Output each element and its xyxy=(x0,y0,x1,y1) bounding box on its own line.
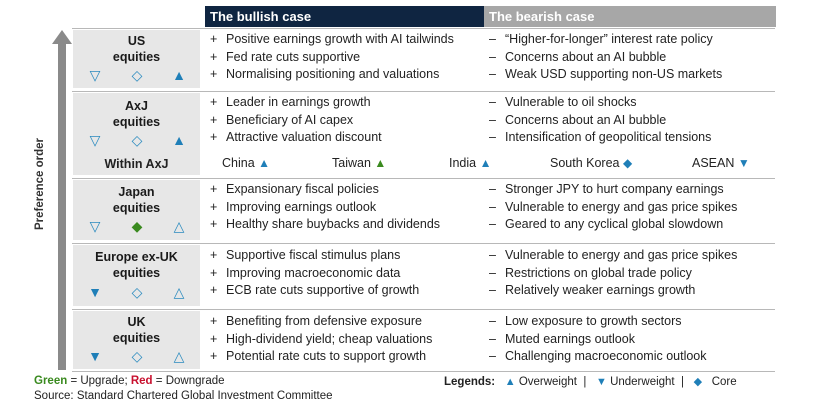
list-item: – Relatively weaker earnings growth xyxy=(489,283,696,297)
overweight-filled-icon: ▲ xyxy=(172,67,186,83)
bull-points-uk: + Benefiting from defensive exposure + Hig… xyxy=(210,313,432,366)
upgrade-downgrade-key: Green = Upgrade; Red = Downgrade xyxy=(34,375,225,387)
bear-points-uk: – Low exposure to growth sectors – Muted e… xyxy=(489,313,707,366)
bull-points-us: + Positive earnings growth with AI tailwi… xyxy=(210,31,454,84)
preference-arrow-shaft xyxy=(58,40,66,370)
list-item: + Expansionary fiscal policies xyxy=(210,182,379,196)
core-outline-icon: ◇ xyxy=(131,67,143,83)
within-axj-label: Within AxJ xyxy=(73,157,200,171)
bull-points-japan: + Expansionary fiscal policies + Improving… xyxy=(210,181,440,234)
core-outline-icon: ◇ xyxy=(131,132,143,148)
list-item: + Improving macroeconomic data xyxy=(210,265,401,280)
bullish-header: The bullish case xyxy=(205,6,484,27)
market-south-korea: South Korea ◆ xyxy=(550,156,633,170)
underweight-filled-icon: ▼ xyxy=(88,348,102,364)
bear-points-us: – “Higher-for-longer” interest rate polic… xyxy=(489,31,722,84)
list-item: + Beneficiary of AI capex xyxy=(210,112,354,127)
row-divider xyxy=(72,178,775,179)
overweight-outline-icon: △ xyxy=(173,348,185,364)
source-note: Source: Standard Chartered Global Invest… xyxy=(34,390,333,402)
list-item: + Attractive valuation discount xyxy=(210,130,382,144)
asset-name: Europe ex-UK equities xyxy=(95,250,178,280)
underweight-filled-icon: ▼ xyxy=(88,284,102,300)
green-key: Green xyxy=(34,375,68,387)
row-divider xyxy=(72,243,775,244)
list-item: – Geared to any cyclical global slowdown xyxy=(489,217,724,231)
core-icon: ◆ xyxy=(693,376,703,388)
market-china: China ▲ xyxy=(222,156,271,170)
list-item: – Vulnerable to energy and gas price spik… xyxy=(489,248,738,262)
asset-box-uk: UK equities ▼ ◇ △ xyxy=(73,311,200,369)
list-item: – Vulnerable to oil shocks xyxy=(489,95,637,109)
core-upgrade-icon: ◆ xyxy=(131,218,143,234)
row-divider xyxy=(72,309,775,310)
upgrade-overweight-icon: ▲ xyxy=(374,156,387,170)
bear-points-japan: – Stronger JPY to hurt company earnings –… xyxy=(489,181,737,234)
red-key: Red xyxy=(130,375,153,387)
list-item: – “Higher-for-longer” interest rate polic… xyxy=(489,32,713,46)
asset-name: AxJ equities xyxy=(112,99,161,129)
list-item: + Leader in earnings growth xyxy=(210,95,371,109)
list-item: + Fed rate cuts supportive xyxy=(210,49,361,64)
core-outline-icon: ◇ xyxy=(131,348,143,364)
overweight-filled-icon: ▲ xyxy=(172,132,186,148)
preference-order-label: Preference order xyxy=(34,137,46,231)
row-divider xyxy=(72,91,775,92)
core-outline-icon: ◇ xyxy=(131,284,143,300)
list-item: – Muted earnings outlook xyxy=(489,331,635,346)
list-item: – Vulnerable to energy and gas price spik… xyxy=(489,199,738,214)
list-item: – Restrictions on global trade policy xyxy=(489,265,692,280)
asset-name: US equities xyxy=(112,34,161,64)
market-taiwan: Taiwan ▲ xyxy=(332,156,387,170)
list-item: + Potential rate cuts to support growth xyxy=(210,349,427,363)
list-item: + Healthy share buybacks and dividends xyxy=(210,217,441,231)
legend: Legends: ▲ Overweight | ▼ Underweight | … xyxy=(444,376,737,388)
list-item: + Normalising positioning and valuations xyxy=(210,67,440,81)
list-item: – Low exposure to growth sectors xyxy=(489,314,682,328)
bull-points-axj: + Leader in earnings growth + Beneficiary … xyxy=(210,94,382,147)
row-divider xyxy=(72,371,775,372)
list-item: + Positive earnings growth with AI tailwi… xyxy=(210,32,454,46)
market-india: India ▲ xyxy=(449,156,492,170)
core-icon: ◆ xyxy=(622,156,633,170)
list-item: + ECB rate cuts supportive of growth xyxy=(210,283,420,297)
preference-arrow-icon xyxy=(52,30,72,44)
overweight-outline-icon: △ xyxy=(173,284,185,300)
underweight-icon: ▼ xyxy=(595,376,607,388)
row-divider xyxy=(72,28,775,29)
asset-name: Japan equities xyxy=(112,185,161,215)
asset-box-europe-ex-uk: Europe ex-UK equities ▼ ◇ △ xyxy=(73,245,200,306)
market-asean: ASEAN ▼ xyxy=(692,156,750,170)
underweight-outline-icon: ▽ xyxy=(89,67,101,83)
bearish-header: The bearish case xyxy=(484,6,776,27)
list-item: + High-dividend yield; cheap valuations xyxy=(210,331,433,346)
list-item: + Improving earnings outlook xyxy=(210,199,377,214)
list-item: – Challenging macroeconomic outlook xyxy=(489,349,707,363)
asset-box-japan: Japan equities ▽ ◆ △ xyxy=(73,180,200,240)
overweight-icon: ▲ xyxy=(258,156,271,170)
bear-points-europe: – Vulnerable to energy and gas price spik… xyxy=(489,247,737,300)
list-item: – Intensification of geopolitical tension… xyxy=(489,130,712,144)
list-item: – Concerns about an AI bubble xyxy=(489,112,667,127)
list-item: + Supportive fiscal stimulus plans xyxy=(210,248,401,262)
list-item: – Stronger JPY to hurt company earnings xyxy=(489,182,724,196)
overweight-icon: ▲ xyxy=(504,376,516,388)
underweight-icon: ▼ xyxy=(737,156,750,170)
overweight-outline-icon: △ xyxy=(173,218,185,234)
asset-box-us: US equities ▽ ◇ ▲ xyxy=(73,30,200,88)
list-item: + Benefiting from defensive exposure xyxy=(210,314,422,328)
bear-points-axj: – Vulnerable to oil shocks – Concerns abou… xyxy=(489,94,711,147)
underweight-outline-icon: ▽ xyxy=(89,218,101,234)
list-item: – Concerns about an AI bubble xyxy=(489,49,667,64)
underweight-outline-icon: ▽ xyxy=(89,132,101,148)
bull-points-europe: + Supportive fiscal stimulus plans + Impro… xyxy=(210,247,419,300)
overweight-icon: ▲ xyxy=(479,156,492,170)
asset-name: UK equities xyxy=(112,315,161,345)
list-item: – Weak USD supporting non-US markets xyxy=(489,67,723,81)
